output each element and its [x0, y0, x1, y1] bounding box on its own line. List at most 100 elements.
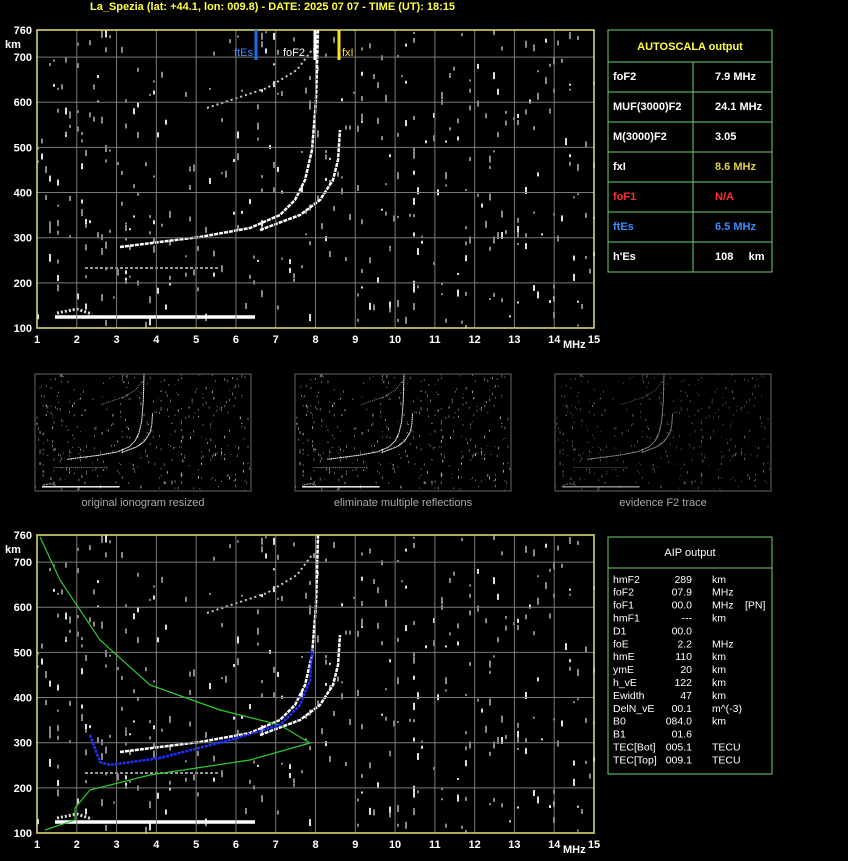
- x-unit: MHz: [563, 339, 586, 351]
- thumbnail: [294, 373, 513, 493]
- y-unit: km: [5, 544, 21, 556]
- x-tick-label: 4: [153, 839, 160, 851]
- autoscala-value: N/A: [715, 191, 734, 203]
- aip-cell: 00.0: [672, 625, 693, 637]
- autoscala-value: 8.6 MHz: [715, 161, 756, 173]
- aip-cell: km: [712, 651, 726, 663]
- y-tick-label: 500: [14, 647, 32, 659]
- x-tick-label: 14: [548, 334, 561, 346]
- marker-label: ftEs: [234, 47, 253, 59]
- x-tick-label: 5: [193, 334, 199, 346]
- autoscala-value: 3.05: [715, 131, 736, 143]
- thumbnail-caption: evidence F2 trace: [619, 497, 706, 509]
- aip-cell: hmF1: [613, 612, 640, 624]
- y-tick-label: 700: [14, 52, 32, 64]
- aip-cell: TEC[Bot]: [613, 741, 656, 753]
- y-tick-label: 100: [14, 323, 32, 335]
- ionogram-plot: 1 2 3 4 5 6 7 8 9 10 11 12 13 14 151002003004005006007…: [5, 25, 600, 351]
- aip-cell: ymE: [613, 664, 634, 676]
- aip-cell: 01.6: [672, 729, 693, 741]
- x-tick-label: 3: [114, 839, 120, 851]
- y-tick-label: 700: [14, 557, 32, 569]
- plot-frame: [36, 534, 595, 834]
- autoscala-label: foF2: [613, 71, 636, 83]
- aip-cell: km: [712, 664, 726, 676]
- aip-cell: km: [712, 574, 726, 586]
- aip-cell: 47: [680, 690, 692, 702]
- autoscala-label: ftEs: [613, 221, 634, 233]
- aip-cell: 122: [674, 677, 692, 689]
- x-tick-label: 14: [548, 839, 561, 851]
- y-tick-label: 100: [14, 828, 32, 840]
- marker-label: foF2: [283, 47, 305, 59]
- x-tick-label: 10: [389, 334, 401, 346]
- aip-cell: B0: [613, 716, 626, 728]
- aip-title: AIP output: [664, 547, 715, 559]
- x-tick-label: 6: [233, 839, 239, 851]
- x-tick-label: 7: [273, 334, 279, 346]
- autoscala-title: AUTOSCALA output: [637, 41, 743, 53]
- aip-cell: km: [712, 677, 726, 689]
- thumbnail-trace: [34, 373, 253, 493]
- thumbnail-caption: original ionogram resized: [82, 497, 205, 509]
- x-tick-label: 1: [34, 334, 40, 346]
- thumbnail-trace: [294, 373, 513, 493]
- x-tick-label: 12: [469, 334, 481, 346]
- aip-cell: km: [712, 716, 726, 728]
- thumbnail-caption: eliminate multiple reflections: [334, 497, 473, 509]
- aip-cell: foF2: [613, 587, 634, 599]
- aip-cell: B1: [613, 729, 626, 741]
- x-tick-label: 13: [508, 334, 520, 346]
- x-tick-label: 9: [352, 839, 358, 851]
- thumbnail: [34, 373, 253, 493]
- aip-cell: h_vE: [613, 677, 637, 689]
- aip-cell: hmF2: [613, 574, 640, 586]
- y-tick-label: 600: [14, 602, 32, 614]
- thumbnail-frame: [34, 373, 252, 492]
- x-tick-label: 15: [588, 334, 600, 346]
- autoscala-value: 6.5 MHz: [715, 221, 756, 233]
- x-tick-label: 10: [389, 839, 401, 851]
- autoscala-label: fxI: [613, 161, 626, 173]
- aip-cell: 084.0: [666, 716, 692, 728]
- aip-cell: MHz: [712, 587, 734, 599]
- x-tick-label: 15: [588, 839, 600, 851]
- ionogram-plot: 1 2 3 4 5 6 7 8 9 10 11 12 13 14 151002003004005006007…: [5, 530, 600, 856]
- autoscala-label: M(3000)F2: [613, 131, 667, 143]
- aip-cell: 2.2: [677, 638, 692, 650]
- aip-cell: MHz: [712, 600, 734, 612]
- y-tick-label: 600: [14, 97, 32, 109]
- fit-trace: [88, 649, 314, 767]
- x-tick-label: 12: [469, 839, 481, 851]
- x-tick-label: 5: [193, 839, 199, 851]
- y-tick-label: 400: [14, 187, 32, 199]
- x-tick-label: 2: [74, 334, 80, 346]
- x-tick-label: 3: [114, 334, 120, 346]
- thumbnail: [554, 373, 773, 493]
- aip-cell: ---: [682, 612, 693, 624]
- x-tick-label: 11: [429, 334, 441, 346]
- x-tick-label: 8: [312, 334, 318, 346]
- thumbnail-frame: [294, 373, 512, 492]
- header: La_Spezia (lat: +44.1, lon: 009.8) - DAT…: [90, 1, 455, 13]
- y-tick-label: 400: [14, 692, 32, 704]
- x-unit: MHz: [563, 844, 586, 856]
- aip-cell: Ewidth: [613, 690, 645, 702]
- thumbnail-frame: [554, 373, 772, 492]
- aip-cell: 20: [680, 664, 692, 676]
- autoscala-label: h'Es: [613, 251, 636, 263]
- aip-cell: 289: [674, 574, 692, 586]
- y-tick-label: 200: [14, 783, 32, 795]
- aip-cell: TECU: [712, 741, 741, 753]
- aip-cell: 005.1: [666, 741, 692, 753]
- aip-cell: [PN]: [745, 600, 766, 612]
- aip-cell: foE: [613, 638, 629, 650]
- x-tick-label: 8: [312, 839, 318, 851]
- x-tick-label: 9: [352, 334, 358, 346]
- autoscala-cell: [692, 241, 773, 273]
- autoscala-value: 7.9 MHz: [715, 71, 756, 83]
- y-tick-label: 760: [14, 25, 32, 37]
- aip-cell: 110: [675, 651, 692, 663]
- aip-cell: MHz: [712, 638, 734, 650]
